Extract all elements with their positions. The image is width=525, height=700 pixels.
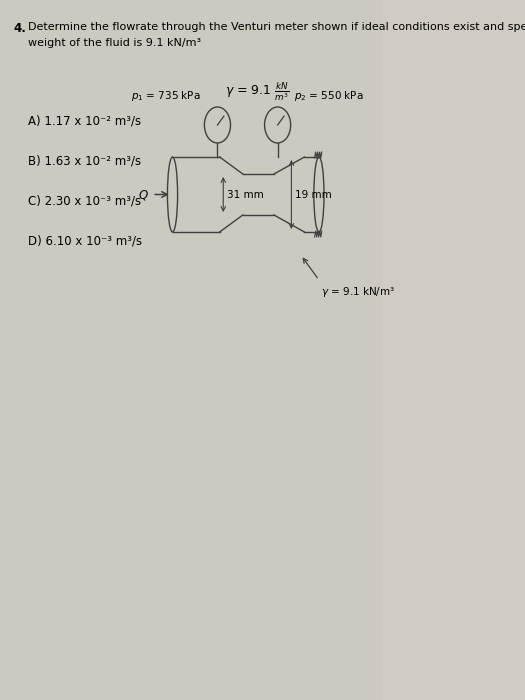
Text: Determine the flowrate through the Venturi meter shown if ideal conditions exist: Determine the flowrate through the Ventu… (27, 22, 525, 32)
Text: weight of the fluid is 9.1 kN/m³: weight of the fluid is 9.1 kN/m³ (27, 38, 201, 48)
Text: $\gamma$ = 9.1 kN/m³: $\gamma$ = 9.1 kN/m³ (321, 285, 395, 299)
FancyBboxPatch shape (0, 0, 381, 700)
Text: A) 1.17 x 10⁻² m³/s: A) 1.17 x 10⁻² m³/s (27, 115, 141, 128)
Text: $p_2$ = 550 kPa: $p_2$ = 550 kPa (293, 89, 363, 103)
Text: 31 mm: 31 mm (227, 190, 264, 200)
Text: Q: Q (139, 188, 148, 201)
Text: 19 mm: 19 mm (295, 190, 332, 200)
Text: $p_1$ = 735 kPa: $p_1$ = 735 kPa (131, 89, 201, 103)
Text: $\gamma$ = 9.1 $\frac{kN}{m^3}$: $\gamma$ = 9.1 $\frac{kN}{m^3}$ (225, 80, 290, 103)
Text: 4.: 4. (13, 22, 26, 35)
Text: B) 1.63 x 10⁻² m³/s: B) 1.63 x 10⁻² m³/s (27, 155, 141, 168)
Text: D) 6.10 x 10⁻³ m³/s: D) 6.10 x 10⁻³ m³/s (27, 235, 142, 248)
Text: C) 2.30 x 10⁻³ m³/s: C) 2.30 x 10⁻³ m³/s (27, 195, 141, 208)
